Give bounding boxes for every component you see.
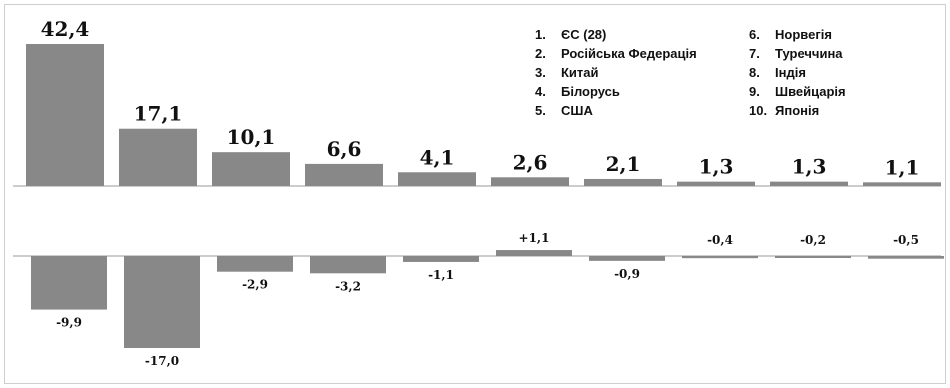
- bar-upper: [119, 128, 197, 186]
- data-label-lower: -9,9: [56, 316, 82, 330]
- bar-lower: [682, 256, 758, 259]
- legend-item: 9. Швейцарія: [749, 82, 846, 101]
- data-label-lower: -0,9: [614, 267, 640, 281]
- bar-chart: 42,4 17,1 10,1 6,6 4,1 2,6 2,1 1,3 1,3 1,1 -9,9 -17…: [13, 17, 944, 368]
- legend-number: 5.: [535, 103, 546, 118]
- bar-lower: [589, 256, 665, 261]
- legend-item: 8. Індія: [749, 63, 846, 82]
- bar-lower: [775, 256, 851, 258]
- data-label-upper: 1,3: [699, 155, 734, 179]
- legend-column-right: 6. Норвегія 7. Туреччина 8. Індія 9. Швейцар…: [749, 25, 846, 120]
- legend-number: 3.: [535, 65, 546, 80]
- bar-lower: [124, 256, 200, 348]
- data-label-lower: -17,0: [145, 354, 179, 368]
- bar-lower: [868, 256, 944, 259]
- bar-upper: [584, 178, 662, 186]
- data-label-upper: 42,4: [41, 17, 90, 41]
- data-label-upper: 4,1: [420, 145, 455, 169]
- legend-label: Китай: [561, 65, 599, 80]
- legend-item: 5. США: [535, 101, 697, 120]
- data-label-upper: 17,1: [134, 102, 183, 126]
- bar-upper: [491, 177, 569, 186]
- data-label-lower: -1,1: [428, 268, 454, 282]
- legend-item: 2. Російська Федерація: [535, 44, 697, 63]
- legend-label: США: [561, 103, 593, 118]
- data-label-lower: -2,9: [242, 278, 268, 292]
- bar-upper: [770, 181, 848, 186]
- bar-upper: [212, 152, 290, 186]
- bar-lower: [403, 256, 479, 262]
- bar-upper: [26, 44, 104, 186]
- data-label-lower: -0,4: [707, 233, 733, 247]
- data-label-upper: 2,1: [606, 152, 641, 176]
- legend-label: Туреччина: [775, 46, 843, 61]
- legend-label: ЄС (28): [561, 27, 607, 42]
- legend-label: Японія: [775, 103, 820, 118]
- data-label-lower: -0,5: [893, 233, 919, 247]
- bar-upper: [863, 182, 941, 186]
- data-label-upper: 1,3: [792, 155, 827, 179]
- bar-upper: [677, 181, 755, 186]
- data-label-upper: 6,6: [327, 137, 362, 161]
- legend-number: 9.: [749, 84, 760, 99]
- legend-number: 1.: [535, 27, 546, 42]
- data-label-lower: +1,1: [519, 231, 550, 245]
- bar-lower: [496, 250, 572, 256]
- legend-number: 6.: [749, 27, 760, 42]
- chart-container: 42,4 17,1 10,1 6,6 4,1 2,6 2,1 1,3 1,3 1,1 -9,9 -17…: [4, 4, 946, 384]
- legend-number: 8.: [749, 65, 760, 80]
- data-label-lower: -0,2: [800, 233, 826, 247]
- data-label-upper: 10,1: [227, 125, 276, 149]
- legend-label: Білорусь: [561, 84, 620, 99]
- legend-label: Норвегія: [775, 27, 832, 42]
- data-label-lower: -3,2: [335, 279, 361, 293]
- legend-number: 7.: [749, 46, 760, 61]
- legend-number: 4.: [535, 84, 546, 99]
- legend-label: Швейцарія: [775, 84, 846, 99]
- legend-item: 1. ЄС (28): [535, 25, 697, 44]
- legend-number: 10.: [749, 103, 768, 118]
- legend-item: 7. Туреччина: [749, 44, 846, 63]
- bar-lower: [310, 256, 386, 274]
- legend-item: 4. Білорусь: [535, 82, 697, 101]
- bar-upper: [305, 163, 383, 186]
- data-label-upper: 1,1: [885, 155, 920, 179]
- legend-item: 3. Китай: [535, 63, 697, 82]
- legend-column-left: 1. ЄС (28) 2. Російська Федерація 3. Китай …: [535, 25, 697, 120]
- data-label-upper: 2,6: [513, 150, 548, 174]
- bar-upper: [398, 172, 476, 186]
- legend-item: 10. Японія: [749, 101, 846, 120]
- legend-label: Індія: [775, 65, 806, 80]
- legend-number: 2.: [535, 46, 546, 61]
- bar-lower: [217, 256, 293, 272]
- bar-lower: [31, 256, 107, 310]
- legend-label: Російська Федерація: [561, 46, 697, 61]
- legend-item: 6. Норвегія: [749, 25, 846, 44]
